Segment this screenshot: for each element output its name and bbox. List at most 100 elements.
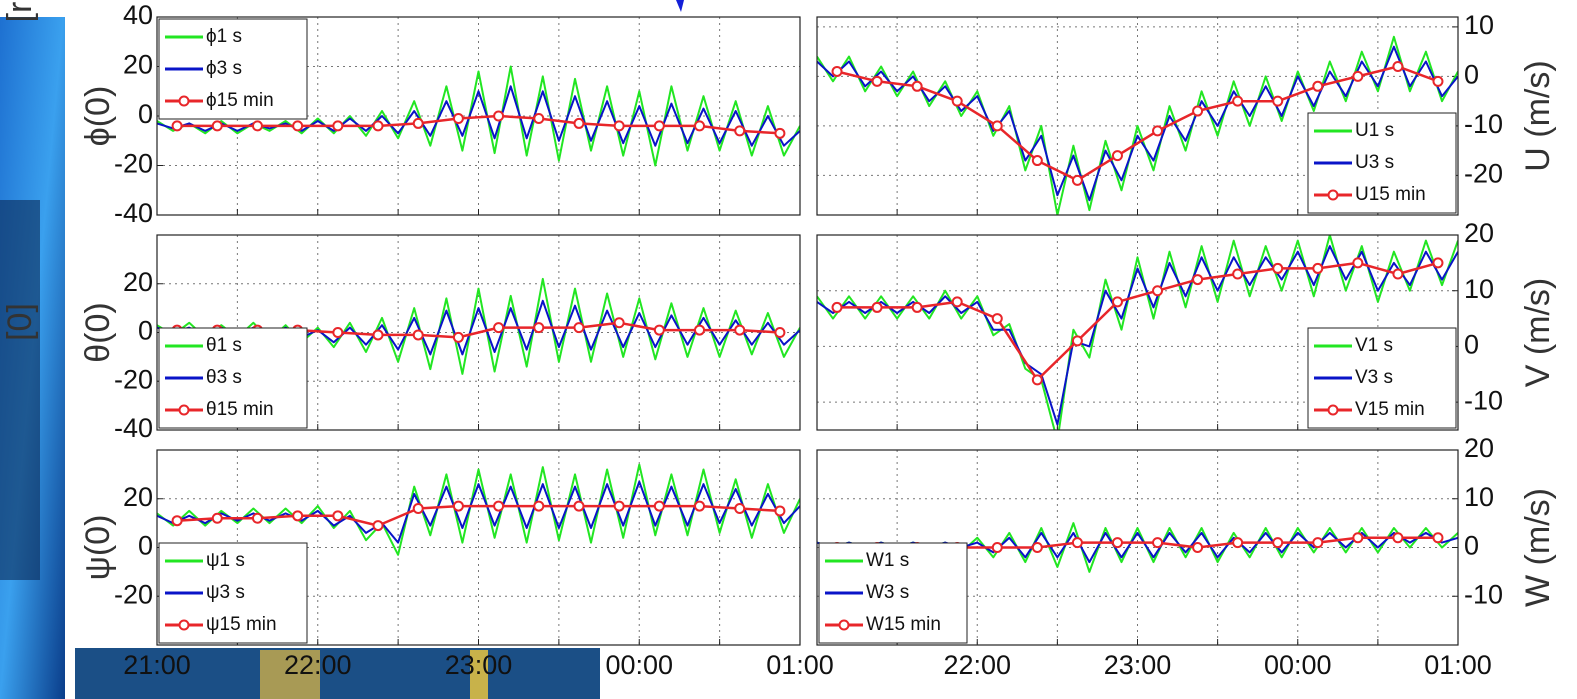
series-marker bbox=[211, 512, 223, 524]
series-marker bbox=[412, 117, 424, 129]
legend-marker bbox=[178, 404, 190, 416]
x-tick-label: 23:00 bbox=[1104, 650, 1172, 680]
x-tick-label: 21:00 bbox=[123, 650, 191, 680]
plot-frame bbox=[156, 234, 801, 431]
series-marker bbox=[1031, 542, 1043, 553]
legend-label: U1 s bbox=[1355, 120, 1394, 141]
series-marker bbox=[734, 503, 746, 514]
series-marker bbox=[1312, 262, 1324, 274]
series-marker bbox=[613, 500, 625, 512]
series-marker bbox=[493, 500, 505, 512]
series-line bbox=[817, 45, 1458, 202]
legend: U1 s U3 s U15 min bbox=[1307, 112, 1457, 214]
y-tick-label: 20 bbox=[1464, 218, 1494, 248]
series-marker bbox=[1152, 285, 1164, 297]
series-marker bbox=[533, 112, 545, 124]
series-group bbox=[817, 235, 1458, 430]
series-marker bbox=[734, 125, 746, 137]
series-marker bbox=[1352, 70, 1364, 82]
series-marker bbox=[573, 117, 585, 129]
side-label: [0] bbox=[1, 303, 39, 341]
series-marker bbox=[372, 329, 384, 341]
series-marker bbox=[171, 120, 183, 132]
series-marker bbox=[332, 327, 344, 338]
series-marker bbox=[573, 500, 585, 512]
series-marker bbox=[1232, 537, 1244, 549]
legend: ϕ1 s ϕ3 s ϕ15 min bbox=[158, 18, 308, 120]
series-marker bbox=[774, 127, 786, 139]
series-marker bbox=[452, 112, 464, 124]
series-line bbox=[837, 261, 1439, 382]
series-marker bbox=[1272, 95, 1284, 107]
y-tick-label: -20 bbox=[114, 364, 153, 394]
series-marker bbox=[1432, 257, 1444, 269]
series-marker bbox=[1152, 537, 1164, 549]
y-axis-label: U (m/s) bbox=[1519, 60, 1557, 171]
series-line bbox=[177, 504, 780, 527]
y-tick-label: -40 bbox=[114, 198, 153, 228]
photo bbox=[75, 648, 600, 699]
series-marker bbox=[1392, 532, 1404, 544]
legend-marker bbox=[1327, 404, 1339, 416]
legend: θ1 s θ3 s θ15 min bbox=[158, 327, 308, 429]
series-marker bbox=[412, 503, 424, 514]
series-marker bbox=[831, 301, 843, 313]
series-marker bbox=[533, 322, 545, 334]
legend: V1 s V3 s V15 min bbox=[1307, 327, 1457, 429]
series-marker bbox=[1071, 537, 1083, 549]
series-group bbox=[157, 65, 800, 167]
y-tick-label: -40 bbox=[114, 413, 153, 443]
side-label: [r bbox=[1, 2, 39, 23]
legend-label: ϕ3 s bbox=[206, 58, 242, 79]
series-marker bbox=[694, 120, 706, 132]
legend-label: U15 min bbox=[1355, 184, 1426, 205]
legend-marker bbox=[838, 619, 850, 631]
legend-label: V3 s bbox=[1355, 367, 1393, 388]
series-marker bbox=[1031, 155, 1043, 167]
legend-label: θ3 s bbox=[206, 367, 242, 388]
legend: W1 s W3 s W15 min bbox=[818, 542, 968, 644]
series-marker bbox=[372, 520, 384, 532]
series-marker bbox=[452, 500, 464, 512]
series-marker bbox=[911, 80, 923, 92]
y-axis-label: θ(0) bbox=[79, 302, 117, 362]
x-tick-label: 01:00 bbox=[1424, 650, 1492, 680]
y-axis-label: W (m/s) bbox=[1519, 488, 1557, 607]
x-tick-label: 22:00 bbox=[943, 650, 1011, 680]
x-tick-label: 01:00 bbox=[766, 650, 834, 680]
series-marker bbox=[774, 505, 786, 517]
series-marker bbox=[292, 510, 304, 522]
series-marker bbox=[1071, 174, 1083, 186]
series-marker bbox=[951, 296, 963, 308]
series-marker bbox=[493, 110, 505, 122]
series-marker bbox=[1352, 257, 1364, 269]
series-marker bbox=[991, 542, 1003, 553]
series-line bbox=[817, 245, 1458, 426]
series-marker bbox=[831, 65, 843, 77]
legend-label: V15 min bbox=[1355, 399, 1425, 420]
legend-label: U3 s bbox=[1355, 152, 1394, 173]
legend-label: ψ15 min bbox=[206, 614, 277, 635]
series-marker bbox=[1272, 262, 1284, 274]
series-marker bbox=[533, 500, 545, 512]
x-tick-label: 00:00 bbox=[1264, 650, 1332, 680]
series-marker bbox=[452, 331, 464, 343]
legend-label: ψ1 s bbox=[206, 550, 245, 571]
series-marker bbox=[613, 120, 625, 132]
background-image bbox=[0, 200, 40, 580]
series-marker bbox=[1031, 374, 1043, 386]
series-marker bbox=[871, 75, 883, 87]
legend-label: ψ3 s bbox=[206, 582, 245, 603]
series-marker bbox=[1312, 537, 1324, 549]
series-marker bbox=[1152, 125, 1164, 137]
series-marker bbox=[1272, 537, 1284, 549]
y-axis-label: ψ(0) bbox=[79, 515, 117, 581]
y-tick-label: 40 bbox=[123, 0, 153, 30]
legend-label: W15 min bbox=[866, 614, 941, 635]
plot-frame bbox=[156, 16, 801, 216]
series-marker bbox=[1432, 75, 1444, 87]
series-marker bbox=[694, 500, 706, 512]
series-marker bbox=[734, 324, 746, 336]
legend-label: θ15 min bbox=[206, 399, 274, 420]
